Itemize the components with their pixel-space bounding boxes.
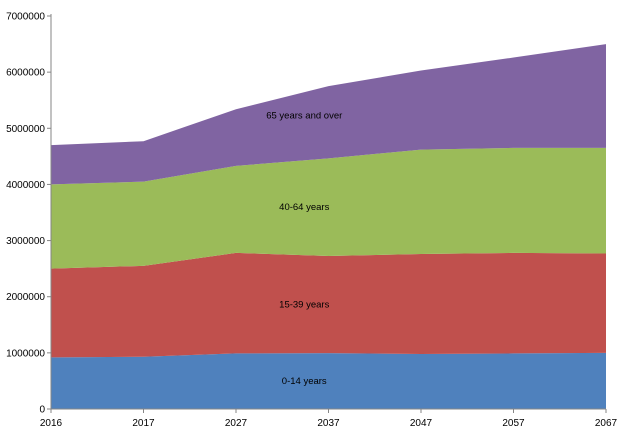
x-tick-label: 2067 [595, 418, 618, 429]
series-label-40-64-years: 40-64 years [279, 202, 329, 213]
y-axis-ticks: 0 1000000 2000000 3000000 4000000 5000000 6000… [6, 12, 51, 416]
y-tick-label: 0 [39, 405, 45, 416]
y-tick-label: 4000000 [6, 180, 45, 191]
series-label-0-14-years: 0-14 years [282, 376, 327, 387]
area-40-64-years [51, 147, 606, 269]
area-0-14-years [51, 352, 606, 409]
series-label-65-years-and-over: 65 years and over [266, 110, 342, 121]
area-series-group [51, 44, 606, 409]
x-axis-ticks: 2016 2017 2027 2037 2047 2057 2067 [40, 409, 618, 429]
y-tick-label: 6000000 [6, 68, 45, 79]
x-tick-label: 2037 [317, 418, 340, 429]
x-tick-label: 2016 [40, 418, 63, 429]
area-65-years-and-over [51, 44, 606, 185]
x-tick-label: 2057 [502, 418, 525, 429]
x-tick-label: 2017 [132, 418, 155, 429]
y-tick-label: 2000000 [6, 292, 45, 303]
y-tick-label: 7000000 [6, 12, 45, 23]
series-labels-group: 0-14 years 15-39 years 40-64 years 65 years… [266, 110, 342, 387]
y-tick-label: 5000000 [6, 124, 45, 135]
y-tick-label: 3000000 [6, 236, 45, 247]
x-tick-label: 2027 [225, 418, 248, 429]
x-tick-label: 2047 [410, 418, 433, 429]
y-tick-label: 1000000 [6, 348, 45, 359]
area-15-39-years [51, 252, 606, 358]
series-label-15-39-years: 15-39 years [279, 300, 329, 311]
